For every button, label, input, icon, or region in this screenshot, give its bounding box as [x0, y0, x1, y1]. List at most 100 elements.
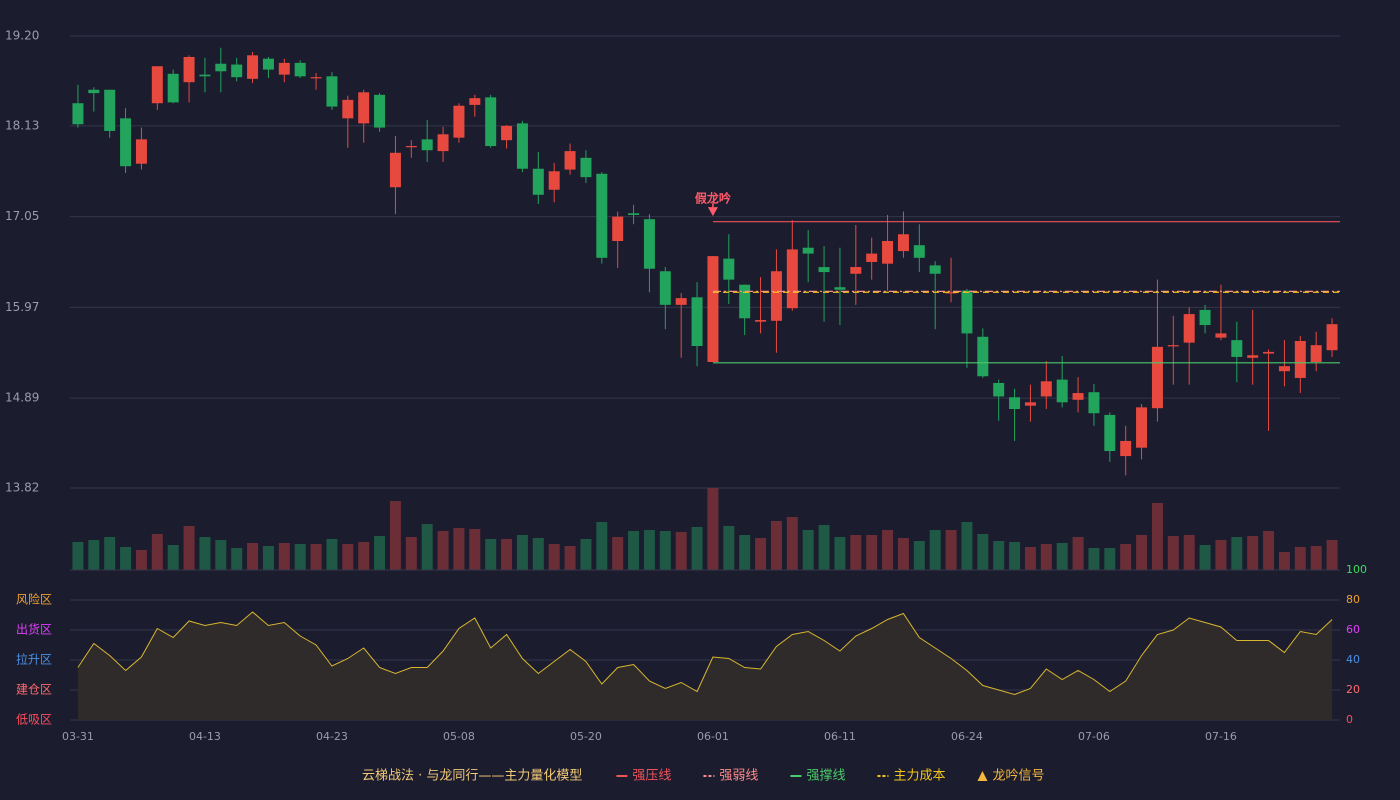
candle-body	[247, 55, 259, 79]
candle-body	[802, 247, 814, 254]
candle-body	[961, 290, 973, 334]
x-tick-label: 05-08	[443, 730, 475, 743]
candle-body	[580, 157, 592, 178]
candle-body	[326, 76, 338, 107]
candle-body	[1199, 309, 1211, 326]
volume-bar	[659, 531, 671, 570]
y-tick-label: 14.89	[5, 391, 39, 405]
volume-bar	[358, 542, 370, 570]
candle-body	[1247, 355, 1259, 358]
candle-body	[834, 287, 846, 290]
y-tick-label: 80	[1346, 593, 1360, 606]
volume-bar	[421, 524, 433, 570]
volume-bar	[1199, 545, 1211, 570]
volume-bar	[913, 541, 925, 570]
candle-body	[183, 57, 195, 83]
volume-bar	[1040, 544, 1052, 570]
y-tick-label: 17.05	[5, 209, 39, 223]
volume-bar	[437, 531, 449, 570]
volume-bar	[167, 545, 179, 570]
candle-body	[850, 267, 862, 274]
candle-body	[342, 99, 354, 119]
volume-bar	[1263, 531, 1275, 570]
volume-bar	[1278, 552, 1290, 570]
candle-body	[1072, 393, 1084, 400]
legend-title: 云梯战法 · 与龙同行——主力量化模型	[362, 769, 582, 784]
candle-body	[501, 125, 513, 141]
x-tick-label: 04-13	[189, 730, 221, 743]
volume-bar	[818, 525, 830, 570]
candle-body	[1310, 345, 1322, 362]
candle-body	[596, 173, 608, 258]
volume-bar	[310, 544, 322, 570]
volume-bar	[770, 521, 782, 570]
volume-bar	[596, 522, 608, 570]
volume-bar	[294, 544, 306, 570]
volume-bar	[1056, 543, 1068, 570]
volume-bar	[532, 538, 544, 570]
volume-bar	[882, 530, 894, 570]
x-tick-label: 06-01	[697, 730, 729, 743]
candle-body	[469, 98, 481, 105]
candle-body	[516, 123, 528, 169]
candle-body	[786, 249, 798, 309]
volume-bar	[977, 534, 989, 570]
candle-body	[1088, 392, 1100, 414]
volume-bar	[1247, 536, 1259, 570]
volume-bar	[1072, 537, 1084, 570]
volume-bar	[516, 535, 528, 570]
candle-body	[421, 139, 433, 151]
candle-body	[72, 103, 84, 125]
y-tick-label: 19.20	[5, 29, 39, 43]
volume-bar	[802, 530, 814, 570]
volume-bar	[215, 540, 227, 570]
volume-bar	[612, 537, 624, 570]
candle-body	[278, 62, 290, 75]
zone-label: 建仓区	[16, 683, 52, 697]
volume-bar	[1231, 537, 1243, 570]
volume-bar	[1009, 542, 1021, 570]
legend-label: 强撑线	[806, 769, 845, 784]
candle-body	[818, 267, 830, 273]
candle-body	[1040, 381, 1052, 397]
candle-body	[755, 319, 767, 322]
volume-bar	[183, 526, 195, 570]
volume-bar	[135, 550, 147, 570]
volume-bar	[342, 544, 354, 570]
indicator-area	[77, 612, 1333, 720]
y-tick-label: 15.97	[5, 300, 39, 314]
volume-bar	[151, 534, 163, 570]
candle-body	[612, 216, 624, 241]
candle-body	[437, 134, 449, 152]
volume-bar	[643, 530, 655, 570]
candle-body	[882, 240, 894, 264]
candle-body	[1167, 345, 1179, 347]
volume-bar	[72, 542, 84, 570]
legend-swatch	[977, 771, 988, 781]
volume-bar	[1215, 540, 1227, 570]
volume-bar	[1088, 548, 1100, 570]
volume-bar	[1294, 547, 1306, 570]
volume-bar	[1326, 540, 1338, 570]
candle-body	[294, 62, 306, 77]
candle-body	[151, 66, 163, 104]
candle-body	[405, 146, 417, 148]
candle-body	[135, 139, 147, 164]
volume-bar	[897, 538, 909, 570]
candle-body	[485, 97, 497, 147]
candle-body	[120, 118, 132, 167]
volume-bar	[945, 530, 957, 570]
volume-bar	[850, 535, 862, 570]
candle-body	[389, 152, 401, 188]
y-tick-label: 40	[1346, 653, 1360, 666]
candle-body	[564, 151, 576, 170]
indicator-line	[77, 611, 1333, 696]
y-tick-label: 60	[1346, 623, 1360, 636]
volume-bar	[389, 501, 401, 570]
candle-body	[167, 73, 179, 103]
x-tick-label: 05-20	[570, 730, 602, 743]
candle-body	[691, 297, 703, 347]
volume-bar	[961, 522, 973, 570]
candle-body	[88, 89, 100, 94]
y-tick-label: 100	[1346, 563, 1367, 576]
